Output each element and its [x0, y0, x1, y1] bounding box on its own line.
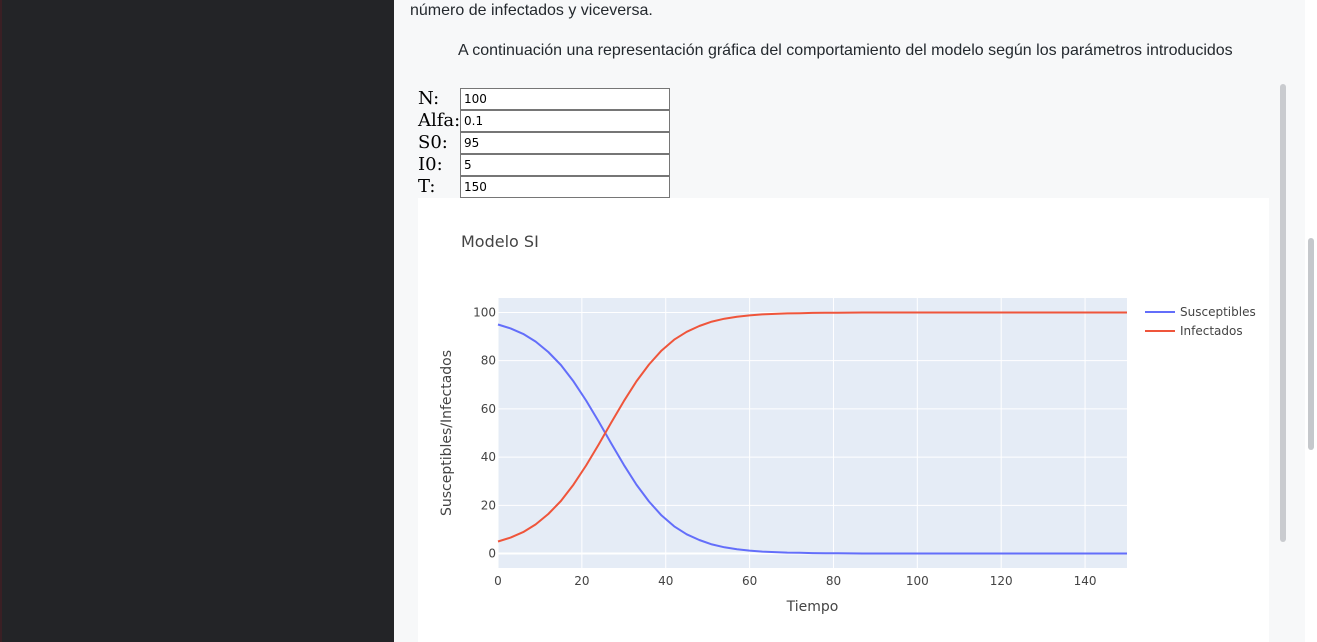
series-lines — [497, 311, 1127, 555]
series-line-susceptibles — [497, 323, 1127, 555]
legend[interactable]: Susceptibles Infectados — [1145, 305, 1256, 338]
legend-label-infectados: Infectados — [1180, 324, 1243, 338]
x-tick-label: 40 — [658, 574, 673, 588]
x-tick-label: 100 — [906, 574, 929, 588]
y-tick-label: 40 — [481, 450, 496, 464]
y-tick-label: 20 — [481, 498, 496, 512]
y-tick-label: 80 — [481, 354, 496, 368]
axis-ticks: 0 20 40 60 80 100 120 140 0 20 40 60 80 100 — [473, 305, 1096, 588]
x-axis-title: Tiempo — [786, 599, 839, 615]
x-tick-label: 0 — [494, 574, 502, 588]
x-tick-label: 140 — [1074, 574, 1097, 588]
input-i0[interactable] — [460, 154, 670, 176]
label-n: N: — [418, 88, 440, 109]
y-tick-label: 100 — [473, 305, 496, 319]
x-tick-label: 20 — [574, 574, 589, 588]
plot-area — [498, 298, 1127, 568]
content-scrollbar[interactable] — [1280, 84, 1286, 542]
page-scrollbar[interactable] — [1308, 238, 1314, 450]
left-sidebar — [0, 0, 394, 642]
x-tick-label: 80 — [826, 574, 841, 588]
input-s0[interactable] — [460, 132, 670, 154]
y-tick-label: 0 — [488, 547, 496, 561]
label-s0: S0: — [418, 132, 448, 153]
input-n[interactable] — [460, 88, 670, 110]
x-tick-label: 60 — [742, 574, 757, 588]
paragraph-text: número de infectados y viceversa. — [410, 2, 653, 19]
series-line-infectados — [497, 311, 1127, 543]
chart-svg: Modelo SI 0 20 40 60 80 100 120 140 0 20 40 60 80 100… — [439, 232, 1256, 615]
legend-label-susceptibles: Susceptibles — [1180, 305, 1256, 319]
label-i0: I0: — [418, 154, 443, 175]
y-axis-title: Susceptibles/Infectados — [439, 350, 455, 516]
paragraph-intro: A continuación una representación gráfic… — [458, 42, 1233, 59]
label-alfa: Alfa: — [418, 110, 461, 131]
label-t: T: — [418, 176, 436, 197]
x-tick-label: 120 — [990, 574, 1013, 588]
input-alfa[interactable] — [460, 110, 670, 132]
chart-container: Modelo SI 0 20 40 60 80 100 120 140 0 20 40 60 80 100… — [418, 198, 1269, 642]
input-t[interactable] — [460, 176, 670, 198]
y-tick-label: 60 — [481, 402, 496, 416]
chart-title: Modelo SI — [461, 232, 539, 251]
